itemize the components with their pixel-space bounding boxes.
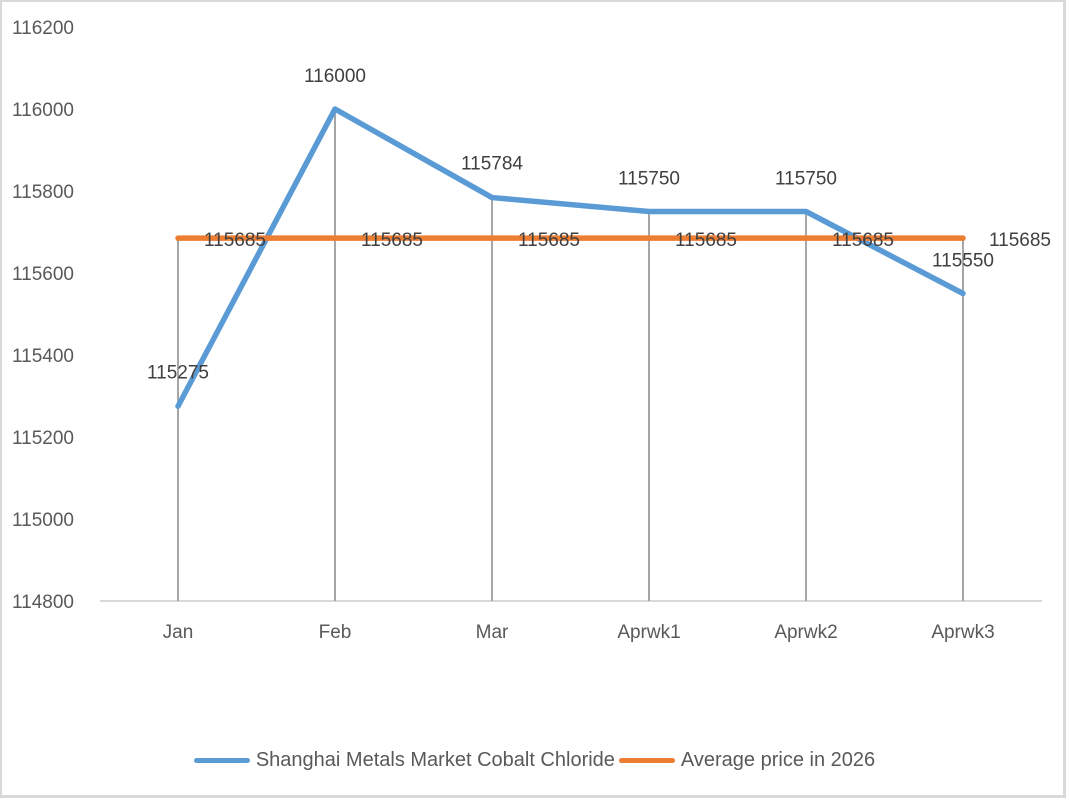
y-tick-label: 116000	[12, 100, 74, 121]
data-label-average: 115685	[832, 230, 894, 251]
y-tick-label: 115200	[12, 428, 74, 449]
y-tick-label: 115600	[12, 264, 74, 285]
data-label-cobalt: 115784	[461, 154, 523, 175]
cobalt-chloride-line	[175, 106, 966, 409]
legend-item-cobalt-chloride[interactable]: Shanghai Metals Market Cobalt Chloride	[193, 749, 615, 772]
data-label-cobalt: 115550	[932, 251, 994, 272]
legend-item-average-price[interactable]: Average price in 2026	[618, 749, 876, 772]
data-label-average: 115685	[518, 230, 580, 251]
x-tick-label: Jan	[163, 622, 194, 643]
data-label-cobalt: 115275	[147, 362, 209, 383]
legend-label: Average price in 2026	[680, 749, 876, 771]
legend: Shanghai Metals Market Cobalt Chloride A…	[0, 749, 1069, 772]
legend-swatch-blue-icon	[193, 758, 250, 763]
x-tick-label: Mar	[476, 622, 509, 643]
legend-label: Shanghai Metals Market Cobalt Chloride	[255, 749, 615, 771]
data-label-average: 115685	[361, 230, 423, 251]
data-label-average: 115685	[989, 230, 1051, 251]
y-tick-label: 115800	[12, 182, 74, 203]
x-tick-label: Aprwk2	[774, 622, 837, 643]
y-tick-label: 114800	[12, 592, 74, 613]
y-tick-label: 116200	[12, 18, 74, 39]
data-label-average: 115685	[675, 230, 737, 251]
x-tick-label: Aprwk1	[617, 622, 680, 643]
x-tick-label: Aprwk3	[931, 622, 994, 643]
data-label-cobalt: 116000	[304, 66, 366, 87]
y-tick-label: 115000	[12, 510, 74, 531]
y-tick-label: 115400	[12, 346, 74, 367]
x-tick-label: Feb	[319, 622, 352, 643]
legend-swatch-orange-icon	[618, 758, 675, 763]
data-label-cobalt: 115750	[618, 169, 680, 190]
data-label-cobalt: 115750	[775, 169, 837, 190]
data-label-average: 115685	[204, 230, 266, 251]
